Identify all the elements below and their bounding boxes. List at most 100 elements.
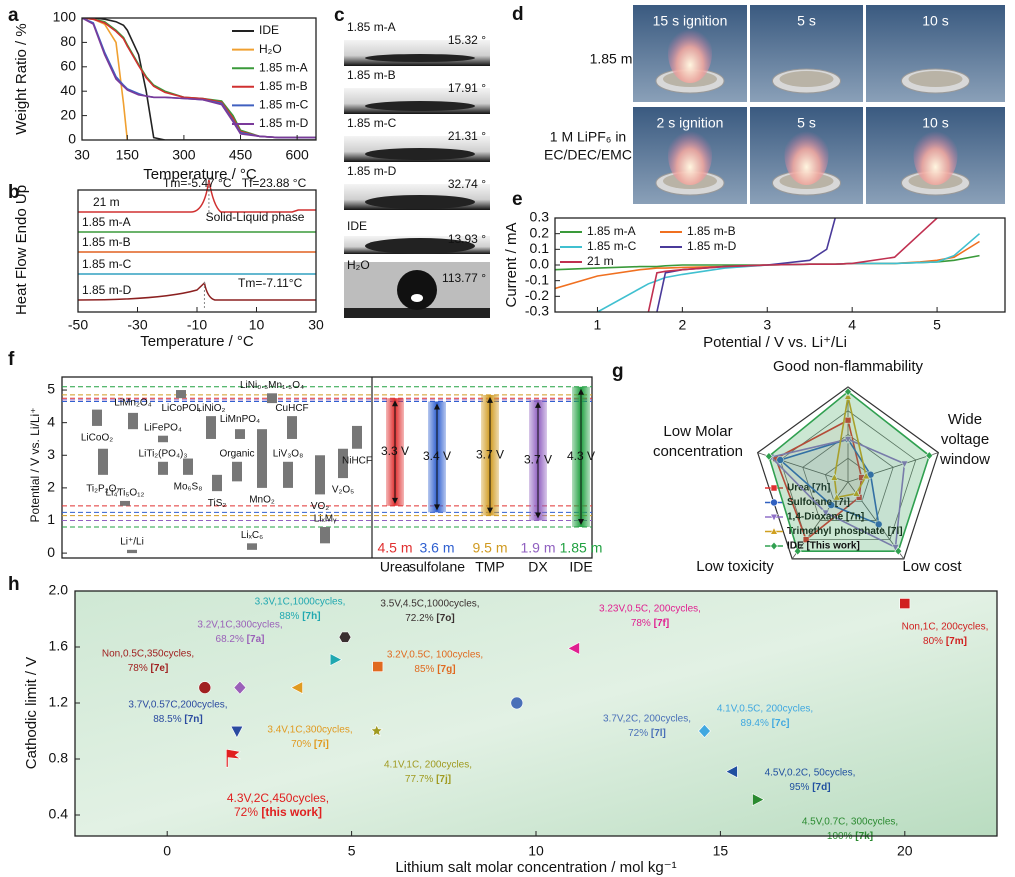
y-tick-label: -0.1 bbox=[525, 271, 549, 287]
material-label: LiFePO₄ bbox=[144, 422, 182, 433]
y-axis-label: Weight Ratio / % bbox=[13, 23, 30, 134]
x-tick-label: 15 bbox=[713, 843, 729, 859]
marker bbox=[770, 484, 778, 492]
marker bbox=[793, 546, 802, 556]
dish-inner bbox=[908, 71, 963, 87]
y-tick-label: -0.2 bbox=[525, 287, 549, 303]
marker bbox=[770, 513, 778, 522]
marker bbox=[844, 436, 852, 444]
marker bbox=[370, 724, 384, 737]
window-label: 3.7 V bbox=[476, 447, 504, 461]
material-bar bbox=[212, 474, 222, 492]
point-ref: [7c] bbox=[772, 718, 790, 729]
point-ref: [7m] bbox=[946, 636, 967, 647]
marker bbox=[874, 520, 883, 529]
curve-label: 21 m bbox=[93, 195, 120, 209]
y-tick-label: 2 bbox=[47, 479, 55, 495]
frame-label: 2 s ignition bbox=[657, 115, 724, 131]
radar-ring bbox=[802, 434, 894, 521]
y-axis-label: Heat Flow Endo Up bbox=[13, 185, 30, 315]
material-label: CuHCF bbox=[275, 403, 308, 414]
legend-label: IDE [This work] bbox=[787, 541, 860, 552]
x-tick-label: 20 bbox=[897, 843, 913, 859]
material-label: LiCoO₂ bbox=[81, 433, 113, 444]
arrow-head bbox=[434, 504, 440, 511]
sample-name: IDE bbox=[347, 219, 367, 233]
radar-axis-label: window bbox=[939, 451, 990, 468]
marker bbox=[832, 492, 841, 501]
annotation: Solid-Liquid phase bbox=[206, 210, 305, 224]
y-tick-label: 0.4 bbox=[49, 806, 69, 822]
x-tick-label: 30 bbox=[74, 147, 90, 163]
point-result: 72% bbox=[628, 728, 648, 739]
y-tick-label: 0 bbox=[68, 131, 76, 147]
y-tick-label: 1 bbox=[47, 511, 55, 527]
point-label: 95% [7d] bbox=[789, 782, 830, 793]
dsc-curve bbox=[77, 281, 316, 301]
material-label: Mo₆S₈ bbox=[174, 481, 203, 492]
sample-name: 1.85 m-A bbox=[347, 20, 396, 34]
y-tick-label: 20 bbox=[60, 106, 76, 122]
y-tick-label: 4 bbox=[47, 413, 55, 429]
radar-area bbox=[778, 438, 880, 526]
material-bar bbox=[232, 461, 242, 482]
point-result: 89.4% bbox=[741, 718, 769, 729]
droplet bbox=[365, 101, 475, 111]
droplet bbox=[365, 54, 475, 62]
material-bar bbox=[92, 409, 102, 426]
radar-spoke bbox=[791, 481, 849, 560]
radar-ring bbox=[756, 386, 940, 560]
point-label: 4.1V,0.5C, 200cycles, bbox=[717, 704, 813, 715]
annotation: Tm=-7.11°C bbox=[238, 276, 303, 290]
x-tick-label: 30 bbox=[308, 317, 324, 333]
material-label: TiS₂ bbox=[208, 498, 227, 509]
material-label: Li⁺/Li bbox=[120, 536, 144, 547]
point-label: Non,1C, 200cycles, bbox=[902, 622, 989, 633]
point-result: 78% bbox=[631, 618, 651, 629]
radar-axis-label: Low cost bbox=[902, 558, 962, 575]
curve-label: 1.85 m-A bbox=[82, 215, 131, 229]
marker bbox=[226, 748, 242, 768]
legend-label: 21 m bbox=[587, 254, 614, 268]
y-tick-label: 0.1 bbox=[530, 240, 550, 256]
material-bar bbox=[267, 393, 277, 404]
point-result: 68.2% bbox=[216, 634, 244, 645]
legend-label: Urea [7h] bbox=[787, 483, 830, 494]
concentration-label: 9.5 m bbox=[472, 540, 507, 556]
frame-label: 5 s bbox=[797, 115, 816, 131]
x-tick-label: 1 bbox=[594, 317, 602, 333]
y-tick-label: 0 bbox=[47, 544, 55, 560]
radar-ring bbox=[824, 457, 872, 502]
arrow-head bbox=[392, 400, 398, 407]
y-tick-label: 40 bbox=[60, 82, 76, 98]
concentration-label: 1.85 m bbox=[560, 540, 603, 556]
marker bbox=[725, 765, 738, 779]
point-result: 70% bbox=[291, 739, 311, 750]
radar-axis-label: Low Molar bbox=[663, 423, 732, 440]
point-label: 70% [7i] bbox=[291, 739, 329, 750]
concentration-label: 1.9 m bbox=[520, 540, 555, 556]
material-label: Li₄Ti₅O₁₂ bbox=[106, 488, 145, 499]
panel-letter: b bbox=[8, 182, 20, 203]
row-label: EC/DEC/EMC bbox=[544, 147, 632, 163]
point-result: 88% bbox=[279, 611, 299, 622]
material-bar bbox=[315, 455, 325, 495]
point-label: 88.5% [7n] bbox=[153, 714, 202, 725]
contact-angle: 17.91 ° bbox=[448, 81, 486, 95]
sample-name: 1.85 m-B bbox=[347, 68, 396, 82]
point-label: 4.3V,2C,450cycles, bbox=[227, 791, 329, 805]
contact-angle: 21.31 ° bbox=[448, 129, 486, 143]
surface bbox=[344, 308, 490, 318]
material-label: LiNiO₂ bbox=[197, 403, 226, 414]
material-label: LiNi₀.₅Mn₁.₅O₄ bbox=[240, 380, 304, 391]
legend-label: Trimethyl phosphate [7l] bbox=[787, 526, 903, 537]
point-label: 3.2V,0.5C, 100cycles, bbox=[387, 650, 483, 661]
material-bar bbox=[127, 549, 137, 554]
point-label: 3.5V,4.5C,1000cycles, bbox=[380, 599, 479, 610]
material-bar bbox=[158, 461, 168, 475]
point-label: 80% [7m] bbox=[923, 636, 967, 647]
arrow-head bbox=[535, 512, 541, 519]
arrow-head bbox=[392, 497, 398, 504]
contact-angle: 15.32 ° bbox=[448, 33, 486, 47]
point-label: 72% [7l] bbox=[628, 728, 666, 739]
